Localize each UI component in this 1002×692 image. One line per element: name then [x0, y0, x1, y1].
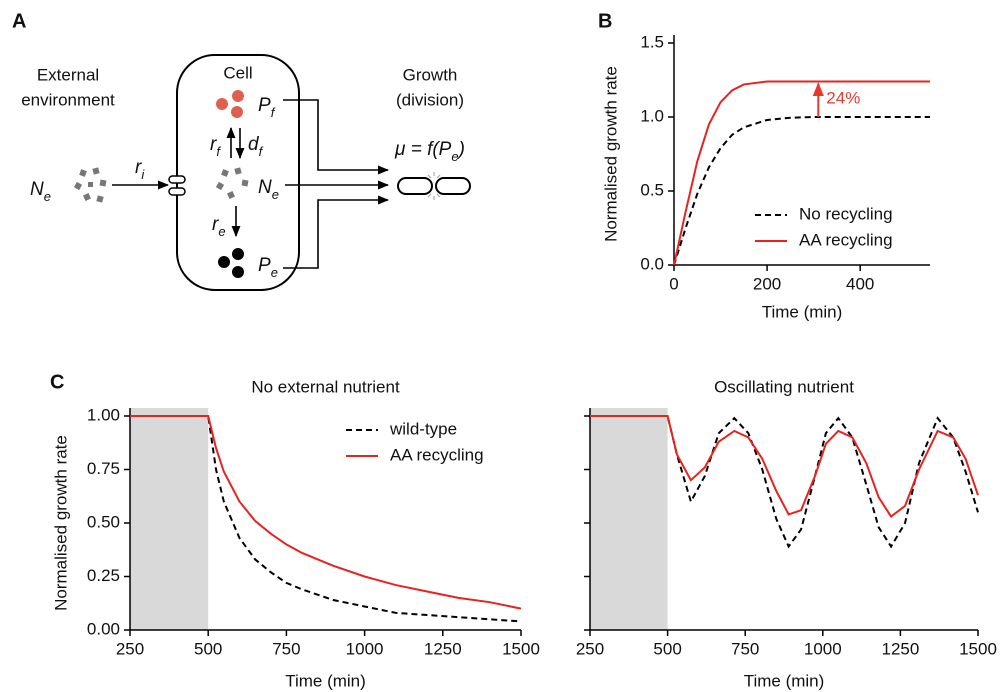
growth-label: Growth [403, 65, 458, 84]
x-tick-label: 400 [846, 274, 874, 293]
y-axis-label: Normalised growth rate [601, 66, 620, 242]
symbol-text: P [258, 255, 271, 276]
symbol-sub: e [271, 265, 278, 280]
y-tick-label: 0.0 [640, 254, 664, 273]
x-tick-label: 250 [116, 639, 144, 658]
division-spark [427, 172, 441, 200]
x-axis-label: Time (min) [762, 302, 843, 321]
symbol-sub: f [216, 144, 221, 159]
nutrient-outside [73, 167, 107, 203]
y-tick-label: 0.5 [640, 180, 664, 199]
x-tick-label: 1000 [346, 639, 384, 658]
symbol-text: d [248, 134, 260, 155]
formula: μ = f(Pe) [394, 139, 465, 164]
symbol-sub: i [141, 167, 145, 182]
series-line [673, 80, 930, 266]
symbol-sub: f [271, 105, 276, 120]
symbol-text: N [258, 177, 272, 198]
enzyme-protein [218, 248, 244, 278]
panel-label: C [50, 371, 64, 393]
y-tick-label: 0.50 [87, 512, 120, 531]
series-line [590, 415, 979, 549]
legend-label: wild-type [389, 419, 457, 438]
panel-label: A [12, 10, 26, 32]
symbol: Ne [258, 177, 279, 202]
x-tick-label: 200 [753, 274, 781, 293]
legend-label: AA recycling [799, 230, 893, 249]
annotation-label: 24% [826, 89, 860, 108]
symbol: re [212, 214, 226, 239]
series-line [130, 415, 522, 623]
series-line [590, 415, 979, 519]
symbol: rf [210, 134, 221, 159]
x-axis-label: Time (min) [744, 671, 825, 690]
series-line [130, 415, 522, 610]
arrows [112, 99, 390, 269]
symbol-sub: f [259, 144, 264, 159]
symbol-sub: e [44, 189, 51, 204]
y-tick-label: 0.75 [87, 459, 120, 478]
x-tick-label: 750 [731, 639, 759, 658]
y-tick-label: 1.5 [640, 32, 664, 51]
shaded-region [590, 408, 668, 630]
x-tick-label: 1250 [424, 639, 462, 658]
chart-title: No external nutrient [251, 377, 400, 396]
legend-label: No recycling [799, 204, 893, 223]
dividing-cell [397, 177, 471, 195]
x-tick-label: 500 [653, 639, 681, 658]
y-tick-label: 0.00 [87, 619, 120, 638]
symbol-text: r [135, 157, 142, 178]
cell-outline [176, 54, 300, 291]
y-tick-label: 1.00 [87, 405, 120, 424]
symbol: Pe [258, 255, 278, 280]
chart-title: Oscillating nutrient [714, 377, 854, 396]
x-tick-label: 0 [669, 274, 678, 293]
legend-label: AA recycling [390, 445, 484, 464]
symbol: ri [135, 157, 145, 182]
x-tick-label: 750 [272, 639, 300, 658]
shaded-region [130, 408, 209, 630]
y-tick-label: 1.0 [640, 106, 664, 125]
symbol-text: r [210, 134, 217, 155]
growth-label: (division) [396, 90, 464, 109]
diagram: A External environment Cell Growth (divi… [12, 10, 471, 291]
cell-label: Cell [223, 63, 252, 82]
formula-text: ) [457, 139, 465, 160]
environment-label: External [37, 65, 99, 84]
y-axis-label: Normalised growth rate [51, 435, 70, 611]
transporter [168, 175, 186, 196]
x-tick-label: 500 [194, 639, 222, 658]
x-tick-label: 1250 [881, 639, 919, 658]
x-tick-label: 250 [576, 639, 604, 658]
symbol-sub: e [272, 187, 279, 202]
panel-label: B [598, 10, 612, 32]
formula-text: μ = f(P [394, 139, 452, 160]
symbol-text: N [30, 179, 44, 200]
free-protein [216, 90, 244, 118]
y-tick-label: 0.25 [87, 566, 120, 585]
x-tick-label: 1500 [502, 639, 540, 658]
symbol: Ne [30, 179, 51, 204]
symbol-sub: e [218, 224, 225, 239]
formula-sub: e [451, 149, 458, 164]
symbol: Pf [258, 95, 276, 120]
nutrient-inside [215, 167, 249, 199]
series-line [673, 116, 930, 266]
symbol-text: P [258, 95, 271, 116]
symbol: df [248, 134, 264, 159]
x-tick-label: 1000 [804, 639, 842, 658]
symbol-text: r [212, 214, 219, 235]
x-axis-label: Time (min) [285, 671, 366, 690]
x-tick-label: 1500 [959, 639, 997, 658]
environment-label: environment [21, 90, 115, 109]
